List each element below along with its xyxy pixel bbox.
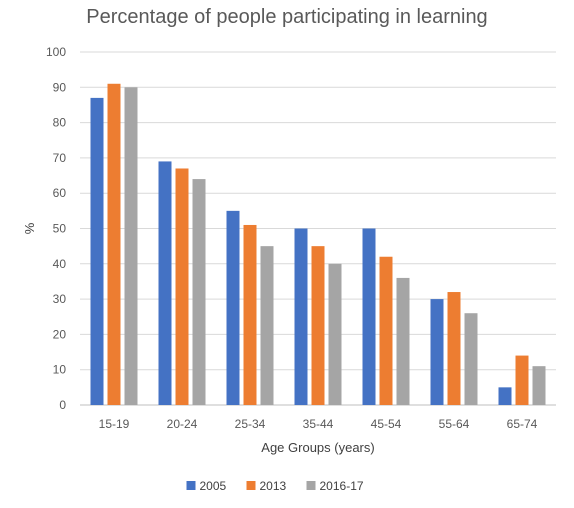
- bar-2013-15-19: [107, 83, 121, 406]
- x-tick-label: 55-64: [439, 417, 470, 431]
- x-tick-label: 65-74: [507, 417, 538, 431]
- y-tick-label: 70: [53, 151, 67, 165]
- legend-label: 2013: [260, 479, 287, 493]
- bar-2013-35-44: [311, 246, 325, 405]
- y-tick-label: 80: [53, 116, 67, 130]
- y-tick-label: 30: [53, 292, 67, 306]
- bar-2016-17-20-24: [192, 179, 206, 405]
- bar-2005-65-74: [498, 387, 512, 405]
- legend-label: 2016-17: [320, 479, 364, 493]
- bar-2005-25-34: [226, 210, 240, 405]
- legend-swatch-2013: [246, 481, 256, 490]
- y-tick-label: 40: [53, 257, 67, 271]
- bar-2005-20-24: [158, 161, 172, 405]
- y-tick-label: 10: [53, 363, 67, 377]
- x-tick-label: 45-54: [371, 417, 402, 431]
- bar-2005-55-64: [430, 299, 444, 405]
- bar-2005-15-19: [90, 97, 104, 405]
- legend-swatch-2016-17: [306, 481, 316, 490]
- bar-2013-55-64: [447, 292, 461, 405]
- x-tick-label: 20-24: [167, 417, 198, 431]
- bar-2016-17-15-19: [124, 87, 138, 406]
- y-tick-label: 0: [59, 398, 66, 412]
- x-tick-label: 15-19: [99, 417, 130, 431]
- legend-swatch-2005: [186, 481, 196, 490]
- bar-2016-17-25-34: [260, 246, 274, 405]
- legend-label: 2005: [200, 479, 227, 493]
- y-tick-label: 100: [46, 45, 66, 59]
- bar-2013-20-24: [175, 168, 189, 405]
- chart-title: Percentage of people participating in le…: [86, 6, 488, 28]
- y-tick-label: 50: [53, 222, 67, 236]
- bar-2005-45-54: [362, 228, 376, 405]
- bar-2016-17-55-64: [464, 313, 478, 405]
- bar-2016-17-65-74: [532, 366, 546, 405]
- y-tick-label: 60: [53, 186, 67, 200]
- bar-2013-45-54: [379, 256, 393, 405]
- bar-2016-17-35-44: [328, 263, 342, 405]
- bar-2013-65-74: [515, 355, 529, 405]
- y-tick-label: 20: [53, 327, 67, 341]
- bar-2016-17-45-54: [396, 277, 410, 405]
- x-axis-label: Age Groups (years): [261, 440, 374, 455]
- bar-2013-25-34: [243, 224, 257, 405]
- x-tick-label: 25-34: [235, 417, 266, 431]
- y-tick-label: 90: [53, 80, 67, 94]
- y-axis-label: %: [22, 222, 37, 234]
- bar-2005-35-44: [294, 228, 308, 405]
- x-tick-label: 35-44: [303, 417, 334, 431]
